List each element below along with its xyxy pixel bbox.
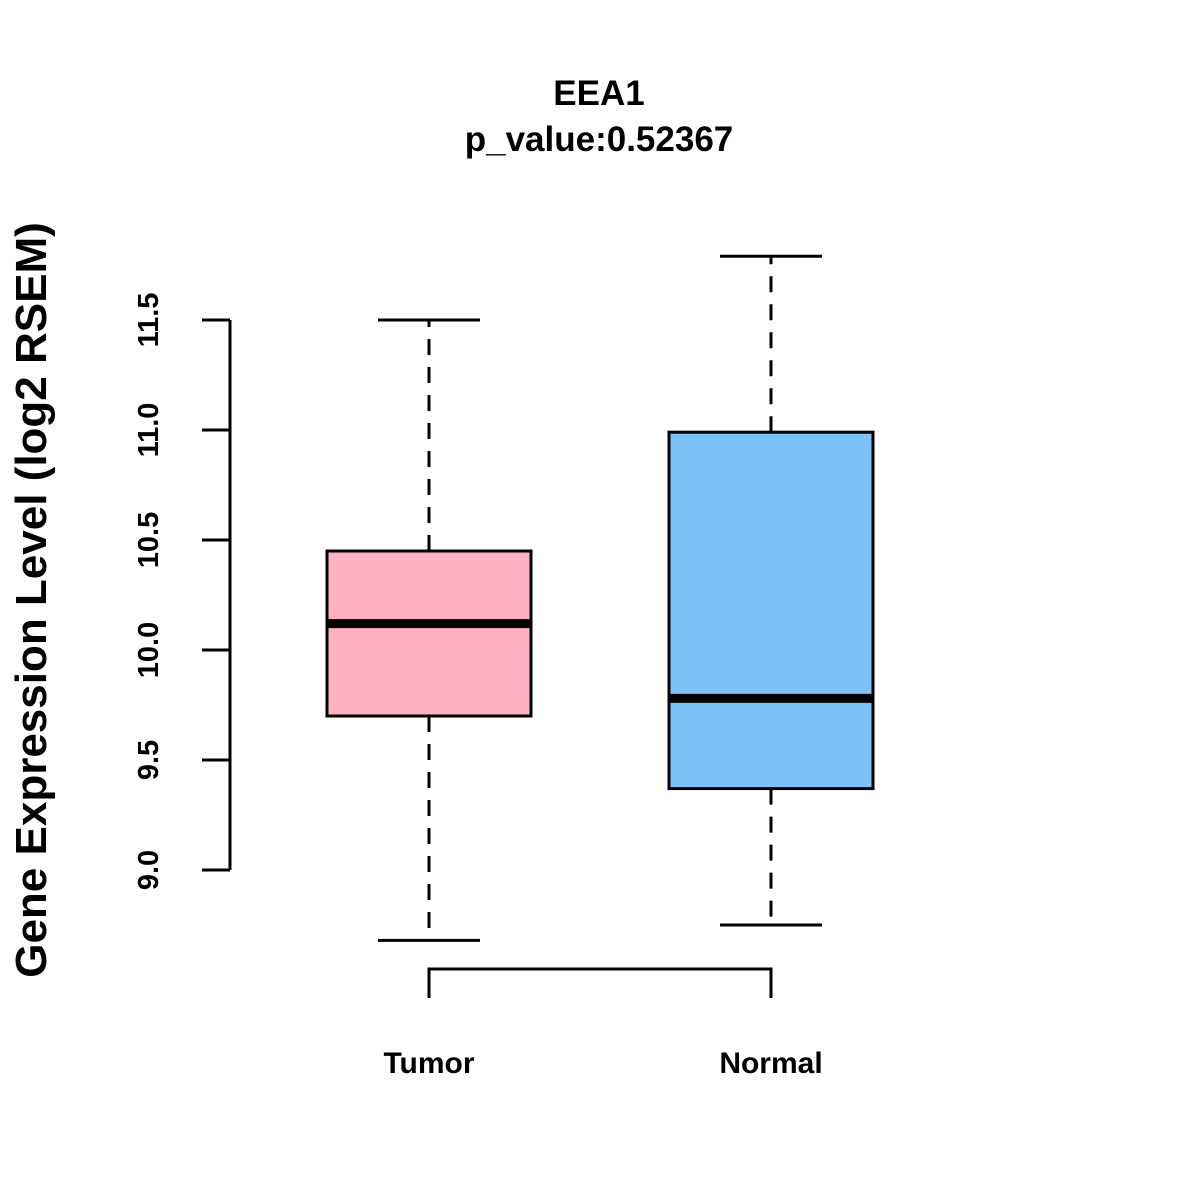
x-category-label-tumor: Tumor <box>383 1047 474 1080</box>
y-tick-label: 10.0 <box>133 622 165 678</box>
x-category-labels: Tumor Normal <box>383 1047 822 1080</box>
y-tick-label: 10.5 <box>133 512 165 568</box>
y-tick-label: 9.0 <box>133 850 165 890</box>
bracket-line <box>427 967 773 998</box>
y-axis: 9.0 9.5 10.0 10.5 11.0 11.5 <box>133 293 232 890</box>
box-tumor <box>325 318 533 942</box>
boxes-group <box>325 254 875 942</box>
box-iqr <box>325 549 533 718</box>
chart-title: EEA1 <box>553 74 644 113</box>
y-tick-label: 11.5 <box>133 293 165 348</box>
comparison-bracket <box>427 967 773 998</box>
box-normal <box>667 254 875 927</box>
chart-subtitle: p_value:0.52367 <box>465 120 734 159</box>
y-tick-label: 11.0 <box>133 403 165 458</box>
box-iqr <box>667 430 875 791</box>
y-axis-label: Gene Expression Level (log2 RSEM) <box>7 222 56 978</box>
y-tick-label: 9.5 <box>133 740 165 780</box>
x-category-label-normal: Normal <box>719 1047 822 1080</box>
